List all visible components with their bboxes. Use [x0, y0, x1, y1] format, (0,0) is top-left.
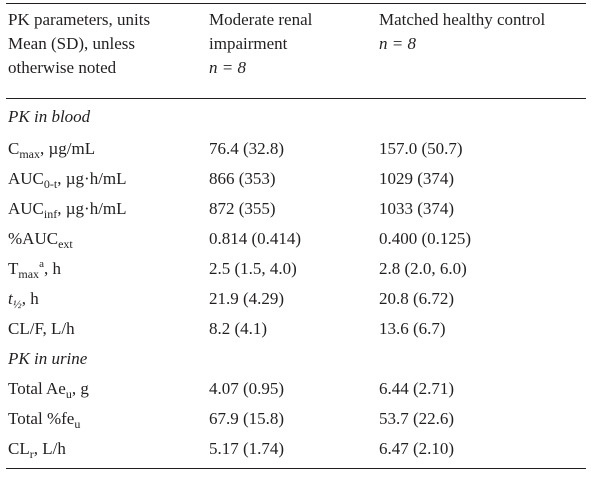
bottom-rule — [6, 468, 586, 470]
section-row-blood: PK in blood — [0, 106, 591, 136]
value-healthy: 2.8 (2.0, 6.0) — [379, 259, 467, 278]
value-renal: 67.9 (15.8) — [209, 409, 285, 428]
value-healthy: 157.0 (50.7) — [379, 139, 463, 158]
header-parameters: PK parameters, units Mean (SD), unless o… — [8, 8, 150, 80]
value-renal: 872 (355) — [209, 199, 276, 218]
value-renal: 4.07 (0.95) — [209, 379, 285, 398]
table-row-clf: CL/F, L/h 8.2 (4.1) 13.6 (6.7) — [0, 318, 591, 348]
value-renal: 76.4 (32.8) — [209, 139, 285, 158]
value-healthy: 6.44 (2.71) — [379, 379, 455, 398]
section-title-blood: PK in blood — [8, 107, 91, 126]
table-row-aeu: Total Aeu, g 4.07 (0.95) 6.44 (2.71) — [0, 378, 591, 408]
value-renal: 5.17 (1.74) — [209, 439, 285, 458]
value-healthy: 1033 (374) — [379, 199, 455, 218]
header-parameters-line: PK parameters, units — [8, 10, 151, 29]
header-renal-impairment: Moderate renal impairment n = 8 — [209, 8, 312, 80]
header-renal-line: impairment — [209, 34, 288, 53]
header-parameters-line: otherwise noted — [8, 58, 117, 77]
header-renal-line: Moderate renal — [209, 10, 313, 29]
table-row-aucinf: AUCinf, µg·h/mL 872 (355) 1033 (374) — [0, 198, 591, 228]
table-row-tmax: Tmaxa, h 2.5 (1.5, 4.0) 2.8 (2.0, 6.0) — [0, 258, 591, 288]
value-renal: 8.2 (4.1) — [209, 319, 268, 338]
value-healthy: 0.400 (0.125) — [379, 229, 472, 248]
row-label: CLr, L/h — [8, 439, 66, 461]
row-label: t½, h — [8, 289, 39, 311]
table-row-feu: Total %feu 67.9 (15.8) 53.7 (22.6) — [0, 408, 591, 438]
table-row-auc0t: AUC0-t, µg·h/mL 866 (353) 1029 (374) — [0, 168, 591, 198]
table-row-cmax: Cmax, µg/mL 76.4 (32.8) 157.0 (50.7) — [0, 138, 591, 168]
row-label: Total %feu — [8, 409, 81, 431]
value-renal: 0.814 (0.414) — [209, 229, 302, 248]
header-parameters-line: Mean (SD), unless — [8, 34, 136, 53]
row-label: CL/F, L/h — [8, 319, 75, 338]
footnote-marker: a — [39, 258, 44, 270]
section-title-urine: PK in urine — [8, 349, 88, 368]
value-renal: 21.9 (4.29) — [209, 289, 285, 308]
value-renal: 866 (353) — [209, 169, 276, 188]
header-healthy-control: Matched healthy control n = 8 — [379, 8, 545, 56]
value-renal: 2.5 (1.5, 4.0) — [209, 259, 297, 278]
value-healthy: 1029 (374) — [379, 169, 455, 188]
row-label: AUC0-t, µg·h/mL — [8, 169, 127, 191]
row-label: Tmaxa, h — [8, 258, 61, 281]
top-rule — [6, 3, 586, 5]
row-label: Total Aeu, g — [8, 379, 89, 401]
table-row-clr: CLr, L/h 5.17 (1.74) 6.47 (2.10) — [0, 438, 591, 468]
value-healthy: 13.6 (6.7) — [379, 319, 446, 338]
value-healthy: 6.47 (2.10) — [379, 439, 455, 458]
header-rule — [6, 98, 586, 99]
row-label: %AUCext — [8, 229, 73, 251]
row-label: AUCinf, µg·h/mL — [8, 199, 127, 221]
header-healthy-n: n = 8 — [379, 34, 416, 53]
section-row-urine: PK in urine — [0, 348, 591, 378]
value-healthy: 53.7 (22.6) — [379, 409, 455, 428]
header-renal-n: n = 8 — [209, 58, 246, 77]
table-row-aucext: %AUCext 0.814 (0.414) 0.400 (0.125) — [0, 228, 591, 258]
value-healthy: 20.8 (6.72) — [379, 289, 455, 308]
header-healthy-line: Matched healthy control — [379, 10, 546, 29]
table-row-thalf: t½, h 21.9 (4.29) 20.8 (6.72) — [0, 288, 591, 318]
row-label: Cmax, µg/mL — [8, 139, 96, 161]
